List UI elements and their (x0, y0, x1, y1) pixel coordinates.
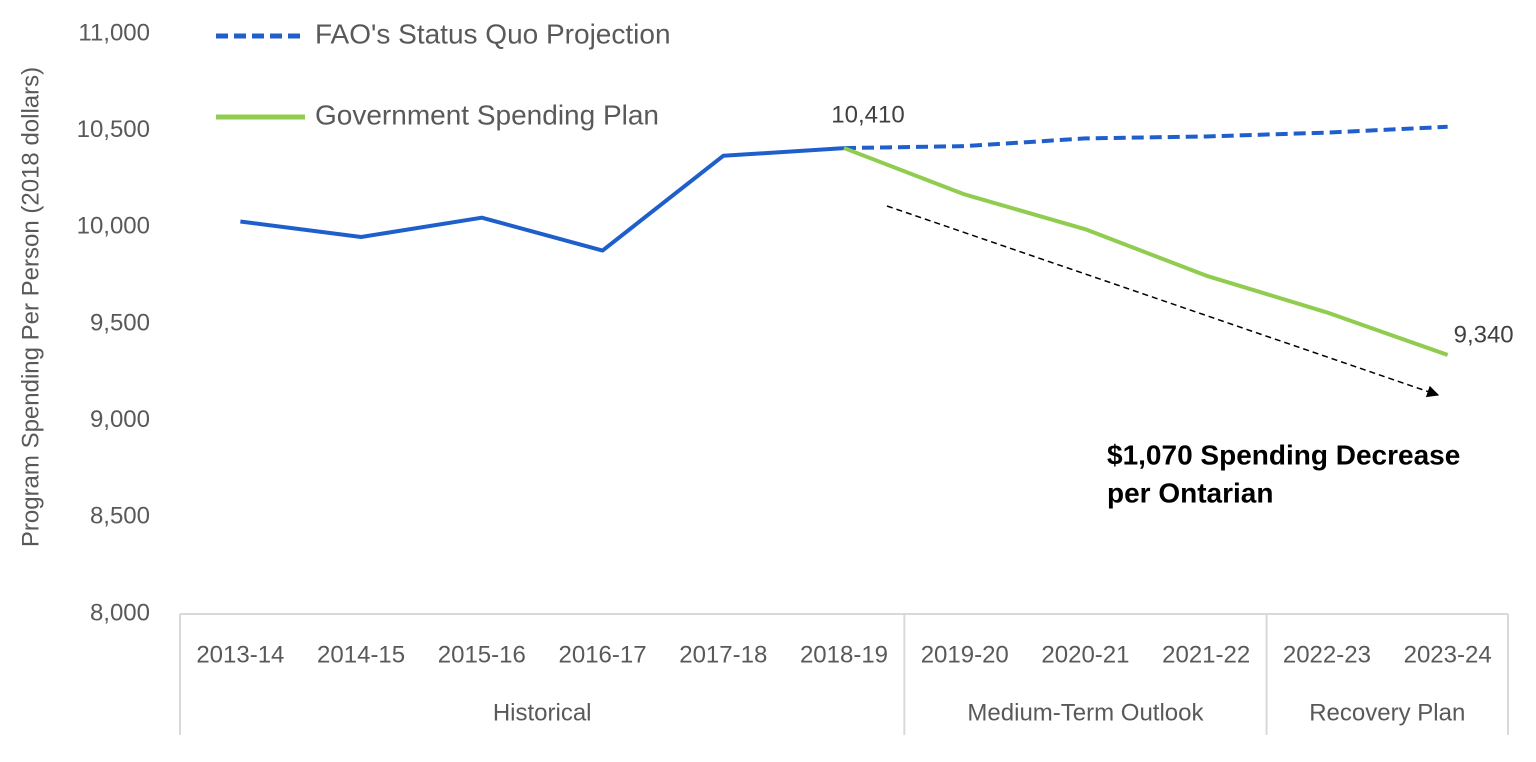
x-tick-label: 2016-17 (559, 641, 647, 668)
y-tick-label: 9,500 (90, 309, 150, 336)
x-tick-label: 2017-18 (679, 641, 767, 668)
group-label: Recovery Plan (1309, 699, 1465, 726)
trend-arrow (886, 205, 1440, 398)
series-line (240, 146, 845, 253)
x-tick-label: 2014-15 (317, 641, 405, 668)
data-label: 10,410 (831, 101, 904, 128)
x-tick-label: 2023-24 (1404, 641, 1492, 668)
annotation: per Ontarian (1107, 477, 1273, 508)
x-tick-label: 2018-19 (800, 641, 888, 668)
annotation: $1,070 Spending Decrease (1107, 439, 1460, 470)
series-line (843, 146, 1449, 357)
x-tick-label: 2022-23 (1283, 641, 1371, 668)
y-tick-label: 8,500 (90, 503, 150, 530)
y-tick-label: 10,000 (77, 213, 150, 240)
data-label: 9,340 (1454, 321, 1514, 348)
series-line (843, 124, 1448, 151)
legend-label: Government Spending Plan (315, 99, 659, 130)
y-tick-label: 10,500 (77, 116, 150, 143)
x-tick-label: 2013-14 (196, 641, 284, 668)
group-label: Historical (493, 699, 592, 726)
x-tick-label: 2019-20 (921, 641, 1009, 668)
legend-label: FAO's Status Quo Projection (315, 18, 671, 49)
group-label: Medium-Term Outlook (967, 699, 1204, 726)
y-axis-label: Program Spending Per Person (2018 dollar… (17, 67, 44, 547)
x-tick-label: 2015-16 (438, 641, 526, 668)
x-tick-label: 2021-22 (1162, 641, 1250, 668)
y-tick-label: 11,000 (78, 19, 150, 46)
y-tick-label: 8,000 (90, 599, 150, 626)
y-tick-label: 9,000 (90, 406, 150, 433)
x-tick-label: 2020-21 (1041, 641, 1129, 668)
